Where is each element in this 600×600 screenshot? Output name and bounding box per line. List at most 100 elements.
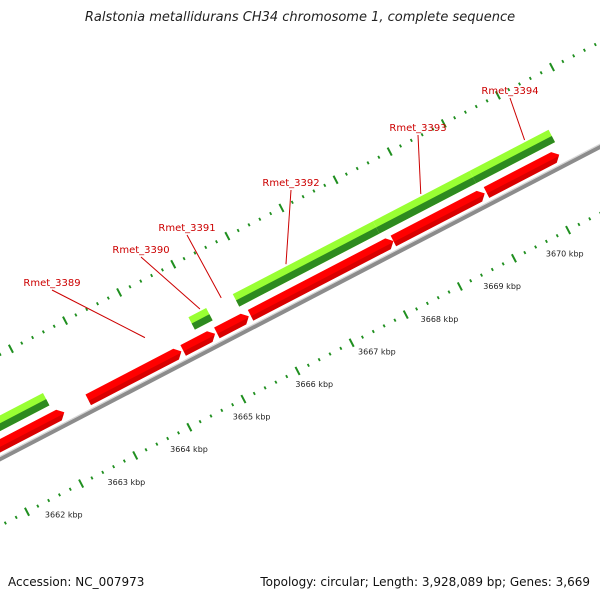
outer-tick: [204, 245, 208, 250]
inner-tick: [328, 352, 332, 356]
outer-tick: [377, 155, 381, 159]
outer-tick: [474, 104, 478, 109]
inner-tick: [47, 498, 51, 503]
inner-tick: [480, 273, 484, 277]
outer-tick: [224, 231, 231, 241]
gene-feature-shade: [236, 227, 380, 307]
inner-tick: [447, 290, 451, 294]
inner-tick: [588, 217, 592, 221]
outer-tick: [290, 200, 294, 205]
gene-leader-line: [285, 189, 292, 265]
inner-tick: [144, 448, 148, 452]
inner-tick: [523, 250, 527, 255]
outer-tick: [139, 279, 143, 283]
outer-tick: [7, 344, 14, 354]
inner-tick: [3, 521, 7, 525]
outer-tick: [236, 228, 240, 233]
outer-tick: [150, 273, 154, 278]
outer-tick: [301, 194, 305, 199]
gene-label: Rmet_3393: [389, 123, 446, 134]
inner-tick: [209, 414, 213, 418]
inner-tick: [425, 301, 429, 306]
kbp-label: 3662 kbp: [45, 510, 83, 519]
kbp-label: 3666 kbp: [295, 380, 333, 389]
gene-feature-shade: [376, 177, 477, 234]
outer-tick: [485, 99, 489, 103]
inner-tick: [36, 504, 40, 508]
outer-tick: [278, 203, 285, 213]
map-title: Ralstonia metallidurans CH34 chromosome …: [84, 10, 516, 25]
kbp-label: 3664 kbp: [170, 445, 208, 454]
inner-tick: [132, 450, 139, 460]
outer-tick: [366, 161, 370, 165]
outer-tick: [41, 330, 45, 334]
kbp-label: 3665 kbp: [233, 413, 271, 422]
outer-tick: [116, 287, 123, 297]
cds-feature-shade: [217, 316, 249, 339]
cds-feature-shade: [183, 333, 216, 356]
outer-tick: [582, 48, 586, 52]
outer-tick: [431, 127, 435, 131]
inner-tick: [456, 281, 463, 291]
outer-tick: [106, 296, 110, 300]
inner-tick: [360, 335, 364, 339]
outer-tick: [20, 341, 24, 345]
outer-tick: [31, 335, 35, 340]
outer-tick: [96, 301, 99, 306]
outer-tick: [258, 217, 262, 221]
inner-tick: [393, 318, 397, 322]
inner-tick: [122, 459, 126, 463]
inner-tick: [415, 307, 419, 311]
inner-tick: [555, 233, 559, 238]
outer-tick: [518, 82, 522, 86]
inner-tick: [501, 262, 505, 266]
gene-leader-line: [417, 134, 422, 195]
outer-tick: [62, 316, 69, 326]
inner-tick: [177, 431, 181, 435]
inner-tick: [306, 363, 310, 368]
cds-feature-shade: [393, 193, 485, 247]
cds-feature-shade: [88, 351, 182, 406]
outer-tick: [170, 259, 177, 269]
inner-tick: [57, 493, 61, 497]
inner-tick: [469, 279, 473, 283]
outer-tick: [440, 118, 447, 128]
outer-tick: [323, 183, 327, 188]
inner-tick: [490, 267, 494, 272]
inner-tick: [274, 380, 278, 384]
feature-layer: [0, 129, 560, 453]
outer-tick: [193, 251, 197, 255]
outer-tick: [572, 54, 576, 58]
inner-tick: [348, 338, 355, 348]
outer-tick: [549, 62, 555, 72]
inner-tick: [402, 310, 409, 320]
inner-tick: [220, 408, 224, 413]
outer-tick: [85, 307, 89, 312]
gene-label: Rmet_3390: [112, 245, 169, 256]
outer-tick: [409, 138, 413, 143]
kbp-label: 3667 kbp: [358, 347, 396, 356]
inner-tick: [436, 295, 440, 300]
outer-tick: [247, 223, 251, 227]
outer-tick: [528, 76, 532, 81]
inner-tick: [252, 391, 256, 396]
outer-tick: [128, 285, 132, 289]
gene-leader-line: [186, 234, 222, 299]
outer-tick: [312, 189, 316, 193]
inner-tick: [371, 329, 375, 334]
outer-tick: [182, 256, 186, 261]
inner-tick: [14, 515, 18, 520]
inner-tick: [577, 222, 581, 227]
gene-leader-line: [51, 289, 146, 339]
outer-tick: [539, 70, 543, 75]
cds-feature-shade: [251, 240, 394, 321]
cds-feature-shade: [0, 412, 65, 453]
outer-tick: [74, 313, 78, 317]
inner-tick: [534, 245, 538, 249]
backbone-highlight: [0, 143, 600, 458]
cds-feature-shade: [486, 154, 560, 198]
sequence-summary: Topology: circular; Length: 3,928,089 bp…: [260, 575, 590, 589]
gene-label: Rmet_3389: [23, 278, 80, 289]
